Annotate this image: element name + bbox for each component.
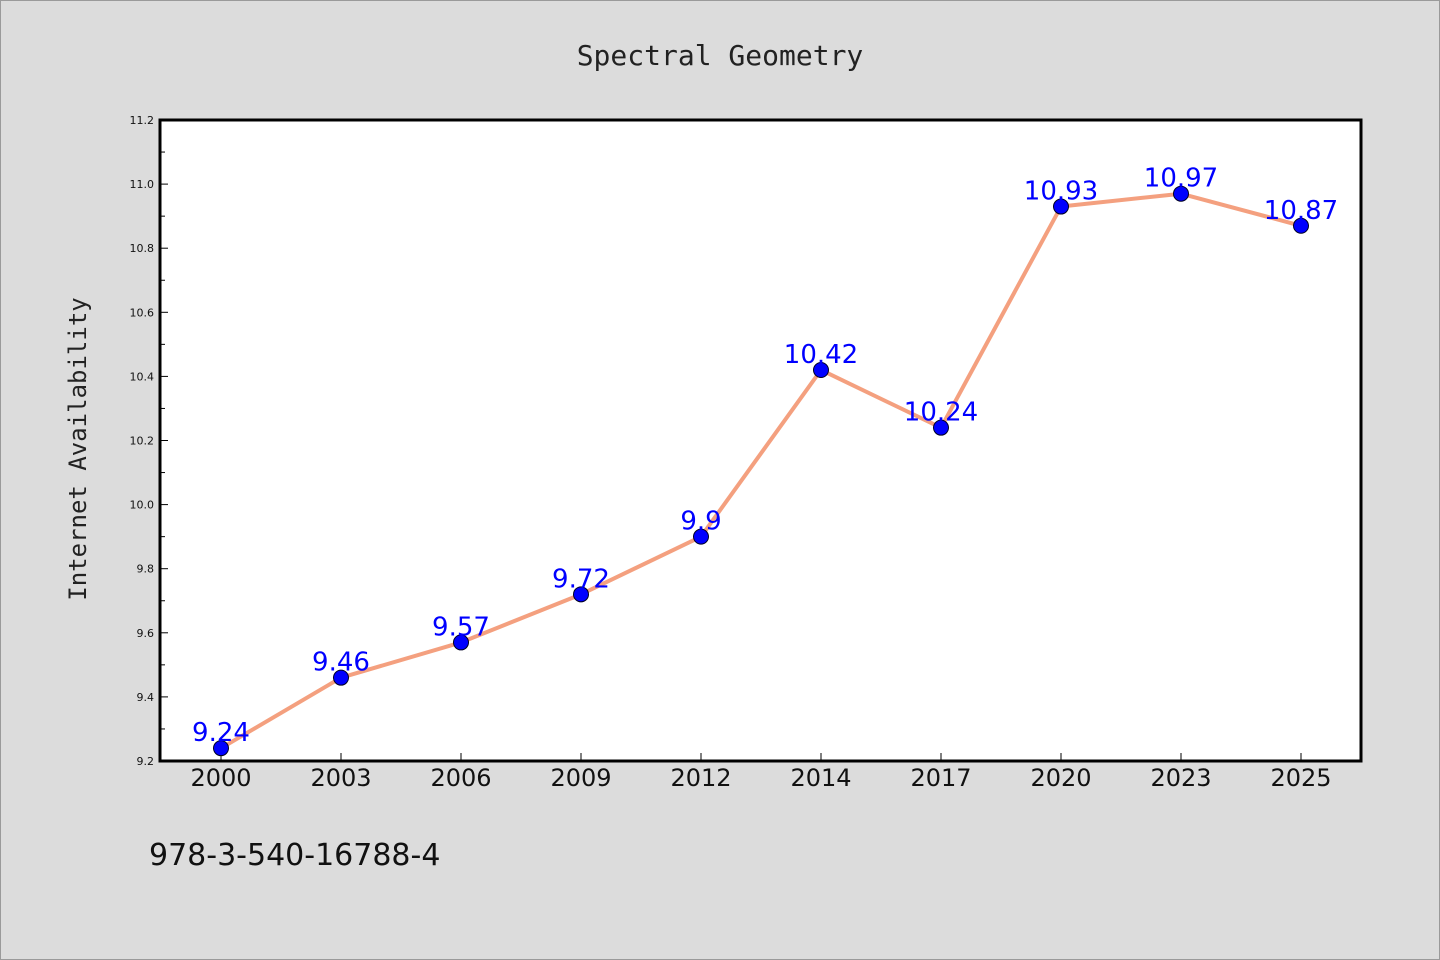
x-tick-label: 2012 [670, 764, 731, 792]
y-axis-label: Internet Availability [64, 297, 92, 600]
data-label: 9.24 [192, 718, 250, 748]
y-tick-label: 10.6 [130, 306, 155, 319]
data-label: 10.42 [784, 340, 858, 370]
data-point [933, 419, 949, 436]
data-point [453, 634, 469, 651]
y-tick-label: 10.2 [130, 435, 155, 448]
y-tick-label: 9.8 [137, 563, 155, 576]
data-point [693, 528, 709, 545]
y-tick-label: 11.0 [130, 178, 155, 191]
data-label: 9.72 [552, 564, 610, 594]
data-label: 9.57 [432, 612, 490, 642]
data-label: 10.97 [1144, 164, 1218, 194]
x-tick-label: 2023 [1150, 764, 1211, 792]
x-tick-label: 2003 [310, 764, 371, 792]
x-tick-label: 2025 [1270, 764, 1331, 792]
data-label: 10.87 [1264, 196, 1338, 226]
y-tick-label: 10.8 [130, 242, 155, 255]
plot-area [158, 118, 1363, 763]
data-point [213, 740, 229, 757]
data-point [333, 669, 349, 686]
data-labels: 9.24 9.46 9.57 9.72 9.9 10.42 10.24 10.93 10.97 1… [192, 164, 1338, 748]
y-tick-label: 11.2 [130, 114, 155, 127]
data-point [1293, 217, 1309, 234]
x-tick-label: 2000 [190, 764, 251, 792]
data-label: 9.46 [312, 648, 370, 678]
data-label: 10.24 [904, 398, 978, 428]
y-tick-label: 9.2 [137, 755, 155, 768]
x-tick-label: 2006 [430, 764, 491, 792]
chart-title: Spectral Geometry [577, 39, 864, 72]
y-tick-label: 9.4 [137, 691, 155, 704]
y-tick-label: 10.4 [130, 370, 155, 383]
y-axis: 9.2 9.4 9.6 9.8 10.0 10.2 10.4 10.6 10.8 11.0 11.2 [130, 114, 168, 768]
x-tick-label: 2014 [790, 764, 851, 792]
data-label: 9.9 [680, 507, 721, 537]
x-tick-label: 2009 [550, 764, 611, 792]
series-line [219, 191, 1303, 751]
data-series [213, 185, 1309, 757]
data-point [1053, 198, 1069, 215]
data-point [1173, 185, 1189, 202]
isbn-text: 978-3-540-16788-4 [149, 838, 440, 873]
data-label: 10.93 [1024, 177, 1098, 207]
x-axis: 2000 2003 2006 2009 2012 2014 2017 2020 2023 2025 [190, 753, 1332, 792]
x-tick-label: 2020 [1030, 764, 1091, 792]
y-tick-label: 9.6 [137, 627, 155, 640]
data-point [813, 361, 829, 378]
y-tick-label: 10.0 [130, 499, 155, 512]
data-point [573, 586, 589, 603]
x-tick-label: 2017 [910, 764, 971, 792]
